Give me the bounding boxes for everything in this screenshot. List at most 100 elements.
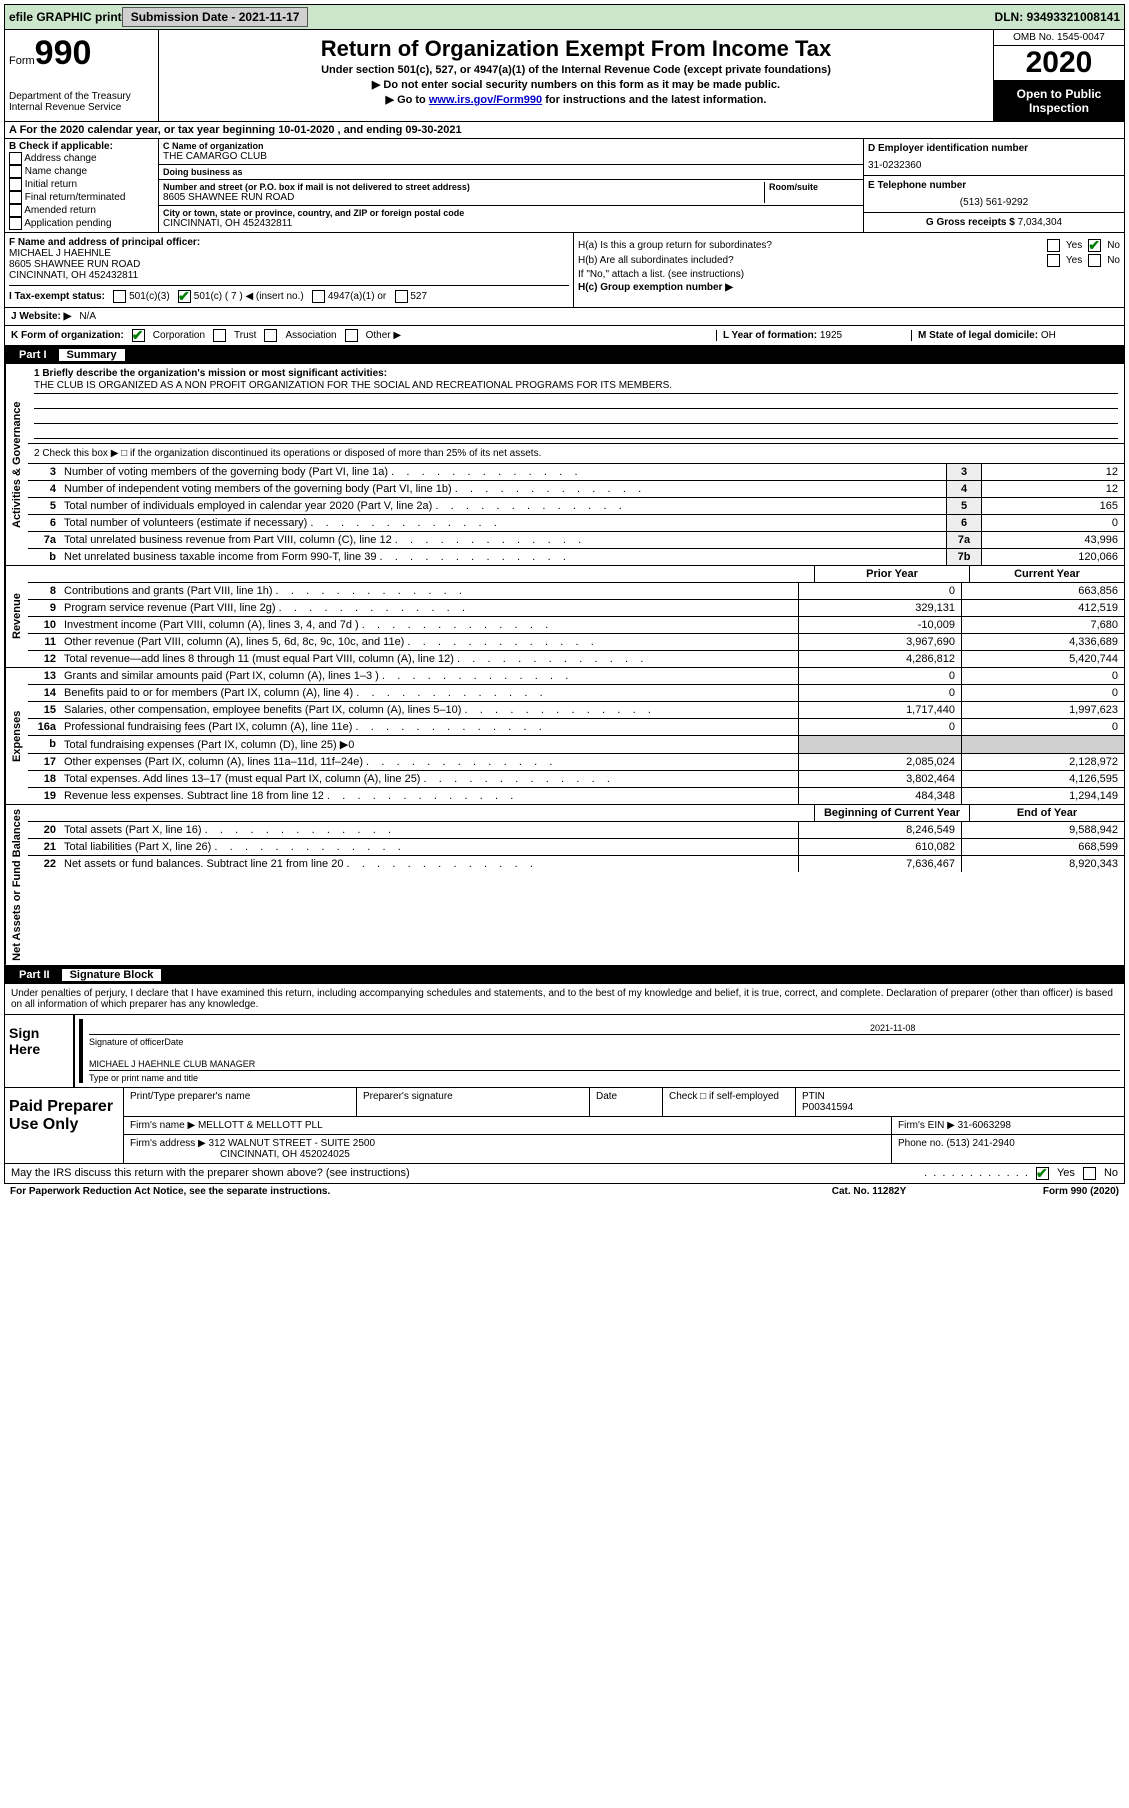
mission-block: 1 Briefly describe the organization's mi… (28, 364, 1124, 444)
year-formation: 1925 (820, 330, 842, 341)
box-klm: K Form of organization: Corporation Trus… (4, 326, 1125, 346)
cb-corp[interactable] (132, 329, 145, 342)
table-row: 3 Number of voting members of the govern… (28, 464, 1124, 481)
cb-501c[interactable] (178, 290, 191, 303)
city-state-zip: CINCINNATI, OH 452432811 (163, 218, 859, 229)
table-row: 7a Total unrelated business revenue from… (28, 532, 1124, 549)
table-row: b Net unrelated business taxable income … (28, 549, 1124, 565)
side-revenue: Revenue (5, 566, 28, 667)
table-row: 4 Number of independent voting members o… (28, 481, 1124, 498)
net-rows: 20 Total assets (Part X, line 16) 8,246,… (28, 822, 1124, 872)
table-row: 8 Contributions and grants (Part VIII, l… (28, 583, 1124, 600)
cb-hb-no[interactable] (1088, 254, 1101, 267)
phone: (513) 561-9292 (868, 197, 1120, 208)
note-ssn: ▶ Do not enter social security numbers o… (165, 78, 987, 91)
table-row: b Total fundraising expenses (Part IX, c… (28, 736, 1124, 754)
header-right: OMB No. 1545-0047 2020 Open to Public In… (993, 30, 1124, 121)
note-website: ▶ Go to www.irs.gov/Form990 for instruct… (165, 93, 987, 106)
state-domicile: OH (1041, 330, 1056, 341)
cb-final-return[interactable] (9, 191, 22, 204)
net-assets-section: Net Assets or Fund Balances Beginning of… (4, 805, 1125, 966)
table-row: 12 Total revenue—add lines 8 through 11 … (28, 651, 1124, 667)
cb-trust[interactable] (213, 329, 226, 342)
irs-link[interactable]: www.irs.gov/Form990 (429, 94, 542, 106)
cb-4947[interactable] (312, 290, 325, 303)
exp-rows: 13 Grants and similar amounts paid (Part… (28, 668, 1124, 804)
gov-rows: 3 Number of voting members of the govern… (28, 464, 1124, 565)
gross-receipts: 7,034,304 (1018, 217, 1063, 228)
cb-assoc[interactable] (264, 329, 277, 342)
sign-here-block: Sign Here 2021-11-08 Signature of office… (4, 1015, 1125, 1088)
form-number: 990 (35, 34, 92, 72)
sign-date: 2021-11-08 (870, 1023, 1120, 1033)
firm-name: MELLOTT & MELLOTT PLL (198, 1120, 323, 1131)
box-h: H(a) Is this a group return for subordin… (574, 233, 1124, 307)
table-row: 21 Total liabilities (Part X, line 26) 6… (28, 839, 1124, 856)
table-row: 16a Professional fundraising fees (Part … (28, 719, 1124, 736)
table-row: 14 Benefits paid to or for members (Part… (28, 685, 1124, 702)
box-b: B Check if applicable: Address change Na… (5, 139, 159, 232)
table-row: 18 Total expenses. Add lines 13–17 (must… (28, 771, 1124, 788)
rev-header: Prior Year Current Year (28, 566, 1124, 583)
firm-ein: 31-6063298 (958, 1120, 1011, 1131)
cb-527[interactable] (395, 290, 408, 303)
part-1-header: Part I Summary (4, 346, 1125, 364)
discuss-row: May the IRS discuss this return with the… (4, 1164, 1125, 1184)
expenses-section: Expenses 13 Grants and similar amounts p… (4, 668, 1125, 805)
efile-label: efile GRAPHIC print (9, 10, 122, 24)
cb-ha-yes[interactable] (1047, 239, 1060, 252)
box-i: I Tax-exempt status: 501(c)(3) 501(c) ( … (9, 285, 569, 303)
rev-rows: 8 Contributions and grants (Part VIII, l… (28, 583, 1124, 667)
mission-text: THE CLUB IS ORGANIZED AS A NON PROFIT OR… (34, 379, 1118, 394)
cb-name-change[interactable] (9, 165, 22, 178)
cb-501c3[interactable] (113, 290, 126, 303)
cb-discuss-no[interactable] (1083, 1167, 1096, 1180)
submission-date-button[interactable]: Submission Date - 2021-11-17 (122, 7, 309, 27)
box-d: D Employer identification number 31-0232… (863, 139, 1124, 232)
dln-value: 93493321008141 (1027, 10, 1120, 24)
ein: 31-0232360 (868, 160, 1120, 171)
paid-preparer-block: Paid Preparer Use Only Print/Type prepar… (4, 1088, 1125, 1164)
side-net-assets: Net Assets or Fund Balances (5, 805, 28, 965)
table-row: 11 Other revenue (Part VIII, column (A),… (28, 634, 1124, 651)
footer: For Paperwork Reduction Act Notice, see … (4, 1184, 1125, 1199)
ptin: P00341594 (802, 1102, 853, 1113)
cb-ha-no[interactable] (1088, 239, 1101, 252)
firm-phone: (513) 241-2940 (946, 1138, 1014, 1149)
open-to-public: Open to Public Inspection (994, 81, 1124, 121)
box-j: J Website: ▶ N/A (4, 308, 1125, 326)
top-bar: efile GRAPHIC print Submission Date - 20… (4, 4, 1125, 30)
cb-other[interactable] (345, 329, 358, 342)
table-row: 6 Total number of volunteers (estimate i… (28, 515, 1124, 532)
box-c: C Name of organization THE CAMARGO CLUB … (159, 139, 863, 232)
side-governance: Activities & Governance (5, 364, 28, 565)
street-address: 8605 SHAWNEE RUN ROAD (163, 192, 764, 203)
table-row: 17 Other expenses (Part IX, column (A), … (28, 754, 1124, 771)
entity-block: B Check if applicable: Address change Na… (4, 139, 1125, 233)
line-2: 2 Check this box ▶ □ if the organization… (28, 444, 1124, 464)
cb-app-pending[interactable] (9, 217, 22, 230)
net-header: Beginning of Current Year End of Year (28, 805, 1124, 822)
org-name: THE CAMARGO CLUB (163, 151, 859, 162)
table-row: 15 Salaries, other compensation, employe… (28, 702, 1124, 719)
omb-number: OMB No. 1545-0047 (994, 30, 1124, 46)
officer-row: F Name and address of principal officer:… (4, 233, 1125, 308)
cb-address-change[interactable] (9, 152, 22, 165)
cb-discuss-yes[interactable] (1036, 1167, 1049, 1180)
part-2-header: Part II Signature Block (4, 966, 1125, 984)
dept-label: Department of the Treasury Internal Reve… (9, 91, 154, 113)
table-row: 10 Investment income (Part VIII, column … (28, 617, 1124, 634)
table-row: 9 Program service revenue (Part VIII, li… (28, 600, 1124, 617)
header-left: Form990 Department of the Treasury Inter… (5, 30, 159, 121)
tax-year: 2020 (994, 46, 1124, 81)
revenue-section: Revenue Prior Year Current Year 8 Contri… (4, 566, 1125, 668)
tax-year-line: A For the 2020 calendar year, or tax yea… (4, 122, 1125, 139)
table-row: 22 Net assets or fund balances. Subtract… (28, 856, 1124, 872)
cb-initial-return[interactable] (9, 178, 22, 191)
table-row: 13 Grants and similar amounts paid (Part… (28, 668, 1124, 685)
officer-signed-name: MICHAEL J HAEHNLE CLUB MANAGER (89, 1059, 1120, 1069)
cb-amended[interactable] (9, 204, 22, 217)
cb-hb-yes[interactable] (1047, 254, 1060, 267)
form-subtitle: Under section 501(c), 527, or 4947(a)(1)… (165, 64, 987, 76)
table-row: 19 Revenue less expenses. Subtract line … (28, 788, 1124, 804)
